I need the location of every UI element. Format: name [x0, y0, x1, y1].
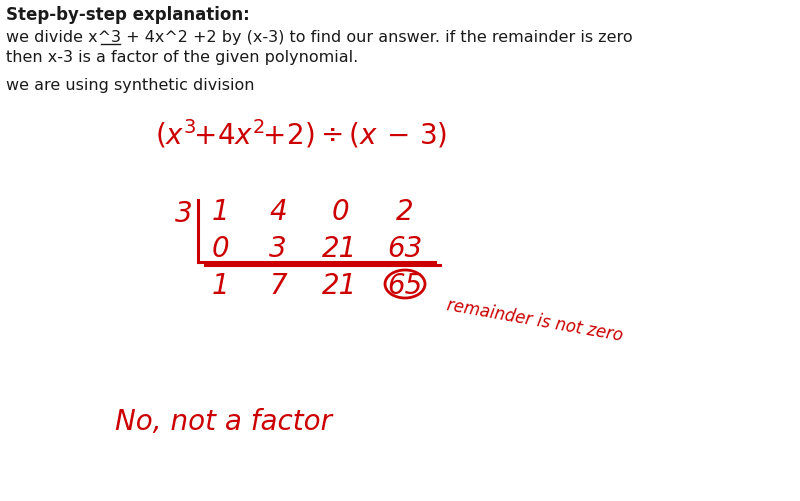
Text: 21: 21	[322, 272, 358, 300]
Text: 0: 0	[211, 235, 229, 263]
Text: Step-by-step explanation:: Step-by-step explanation:	[6, 6, 250, 24]
Text: we divide x^3 + 4x^2 +2 by (x-3) to find our answer. if the remainder is zero: we divide x^3 + 4x^2 +2 by (x-3) to find…	[6, 30, 633, 45]
Text: $(x^3\!\!+\!4x^2\!\!+\!2)\div(x\,-\,3)$: $(x^3\!\!+\!4x^2\!\!+\!2)\div(x\,-\,3)$	[155, 118, 447, 151]
Text: 63: 63	[387, 235, 422, 263]
Text: then x-3 is a factor of the given polynomial.: then x-3 is a factor of the given polyno…	[6, 50, 358, 65]
Text: 2: 2	[396, 198, 414, 226]
Text: No, not a factor: No, not a factor	[115, 408, 332, 436]
Text: 7: 7	[269, 272, 287, 300]
Text: 3: 3	[175, 200, 193, 228]
Text: we are using synthetic division: we are using synthetic division	[6, 78, 254, 93]
Text: 4: 4	[269, 198, 287, 226]
Text: 0: 0	[331, 198, 349, 226]
Text: 65: 65	[387, 272, 422, 300]
Text: 3: 3	[269, 235, 287, 263]
Text: 21: 21	[322, 235, 358, 263]
Text: 1: 1	[211, 198, 229, 226]
Text: remainder is not zero: remainder is not zero	[445, 296, 624, 345]
Text: 1: 1	[211, 272, 229, 300]
